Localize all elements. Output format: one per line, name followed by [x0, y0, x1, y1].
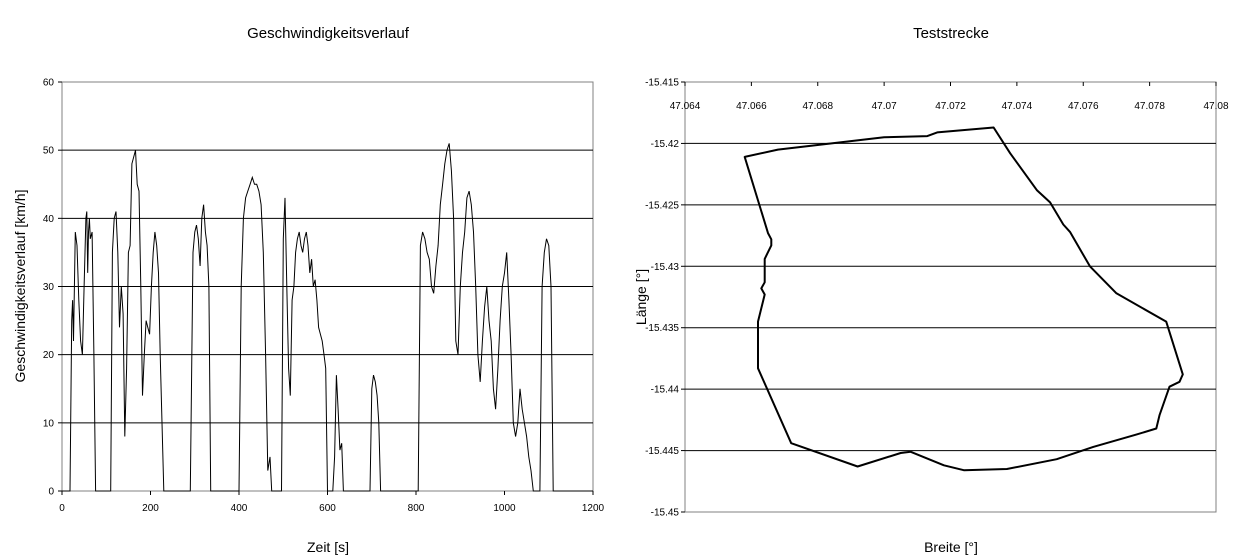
speed-chart-title: Geschwindigkeitsverlauf: [247, 25, 410, 42]
speed-x-tick-label: 1000: [493, 503, 516, 514]
track-x-axis-label: Breite [°]: [924, 539, 978, 555]
speed-x-tick-label: 400: [231, 503, 248, 514]
track-x-tick-label: 47.07: [872, 101, 897, 112]
speed-plot-area: 0 10 20 30 40 50 60 0 200 400 600 800 1000 1200: [43, 78, 605, 515]
track-x-tick-label: 47.08: [1203, 101, 1228, 112]
speed-y-tick-label: 10: [43, 418, 55, 429]
track-x-tick-label: 47.072: [935, 101, 966, 112]
speed-y-tick-label: 50: [43, 146, 55, 157]
speed-y-tick-label: 20: [43, 350, 55, 361]
speed-x-axis-label: Zeit [s]: [307, 539, 349, 555]
track-y-tick-label: -15.42: [651, 139, 680, 150]
track-x-tick-label: 47.078: [1134, 101, 1165, 112]
speed-y-tick-label: 0: [48, 487, 54, 498]
speed-x-tick-labels: 0 200 400 600 800 1000 1200: [59, 503, 604, 514]
track-x-tick-label: 47.074: [1002, 101, 1033, 112]
speed-gridlines: [58, 81, 594, 495]
track-x-tick-label: 47.068: [802, 101, 833, 112]
track-y-tick-label: -15.43: [651, 262, 680, 273]
track-chart-title: Teststrecke: [913, 25, 989, 42]
speed-x-tick-label: 0: [59, 503, 65, 514]
speed-x-tick-label: 800: [408, 503, 425, 514]
track-x-tick-labels: 47.064 47.066 47.068 47.07 47.072 47.074 47.07…: [670, 101, 1229, 112]
speed-x-tick-label: 200: [142, 503, 159, 514]
track-y-tick-label: -15.435: [645, 323, 679, 334]
track-plot-area: -15.415 -15.42 -15.425 -15.43 -15.435 -15.44 -…: [645, 78, 1229, 519]
track-gridlines: [681, 81, 1217, 513]
speed-y-tick-label: 30: [43, 282, 55, 293]
speed-x-tick-label: 1200: [582, 503, 605, 514]
speed-series-line: [62, 143, 593, 492]
track-plot-frame: [684, 81, 1217, 513]
track-y-tick-label: -15.45: [651, 508, 680, 519]
track-route-line: [743, 126, 1184, 472]
track-y-tick-labels: -15.415 -15.42 -15.425 -15.43 -15.435 -15.44 -…: [645, 78, 679, 519]
track-y-tick-label: -15.445: [645, 446, 679, 457]
track-chart: Teststrecke -15.415-15.42-15.425-15.43-1…: [633, 25, 1229, 555]
speed-y-tick-label: 60: [43, 78, 55, 89]
speed-y-tick-labels: 0 10 20 30 40 50 60: [43, 78, 55, 498]
track-y-tick-label: -15.44: [651, 385, 680, 396]
speed-chart: Geschwindigkeitsverlauf 0 10 20 30 40 50 60 0 2…: [12, 25, 605, 555]
track-y-tick-label: -15.415: [645, 78, 679, 89]
track-x-tick-label: 47.066: [736, 101, 767, 112]
speed-y-tick-label: 40: [43, 214, 55, 225]
speed-y-axis-label: Geschwindigkeitsverlauf [km/h]: [12, 190, 28, 383]
track-x-tick-label: 47.076: [1068, 101, 1099, 112]
speed-x-tick-label: 600: [319, 503, 336, 514]
track-x-tick-label: 47.064: [670, 101, 701, 112]
track-y-tick-label: -15.425: [645, 200, 679, 211]
track-y-axis-label: Länge [°]: [633, 269, 649, 325]
